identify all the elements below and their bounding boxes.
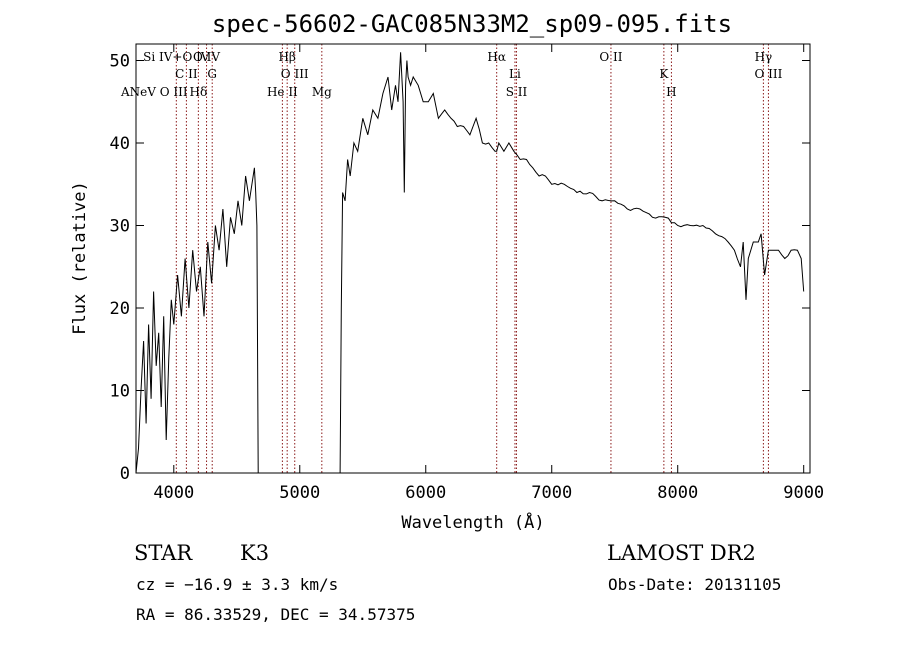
line-marker-label: Mg [312,85,332,99]
x-tick-label: 6000 [405,483,446,503]
x-tick-label: 9000 [783,483,824,503]
y-axis-label: Flux (relative) [70,181,90,335]
y-tick-label: 0 [120,464,130,484]
y-tick-label: 50 [110,52,130,72]
redshift-cz: cz = −16.9 ± 3.3 km/s [136,575,338,594]
line-marker-label: Hβ [278,50,295,64]
plot-frame [135,43,811,474]
x-tick-label: 4000 [153,483,194,503]
object-subclass: K3 [240,541,269,565]
line-marker-label: He II [267,85,298,99]
y-tick-label: 30 [110,217,130,237]
line-marker-label: G [207,67,217,81]
line-marker-label: O IV [193,50,220,64]
x-tick-label: 8000 [657,483,698,503]
survey-name: LAMOST DR2 [607,541,756,565]
x-tick-label: 7000 [531,483,572,503]
x-axis-label: Wavelength (Å) [401,511,544,533]
object-class: STAR [134,541,193,565]
line-marker-label: C II [175,67,198,81]
y-axis-ticks: 0 10 20 30 40 50 [110,52,810,484]
line-marker-label: Hδ [190,85,208,99]
chart-title: spec-56602-GAC085N33M2_sp09-095.fits [212,10,732,38]
y-tick-label: 10 [110,382,130,402]
spectrum-line [135,52,805,474]
line-marker-label: K [659,67,669,81]
line-marker-label: Li [509,67,521,81]
line-marker-label: S II [506,85,528,99]
y-tick-label: 20 [110,299,130,319]
line-marker-label: H [666,85,676,99]
line-marker-label: Hγ [755,50,773,64]
edge-line-label-stack: ANeV O III [120,85,188,99]
y-tick-label: 40 [110,134,130,154]
line-marker-label: Hα [487,50,506,64]
line-markers [175,44,769,473]
line-marker-label: O III [754,67,782,81]
coordinates: RA = 86.33529, DEC = 34.57375 [136,605,415,624]
line-marker-label: Si IV+O IV [143,50,210,64]
x-tick-label: 5000 [279,483,320,503]
observation-date: Obs-Date: 20131105 [608,575,781,594]
line-marker-label: O II [599,50,622,64]
line-marker-label: O III [281,67,309,81]
x-axis-ticks: 4000 5000 6000 7000 8000 9000 [153,44,824,503]
